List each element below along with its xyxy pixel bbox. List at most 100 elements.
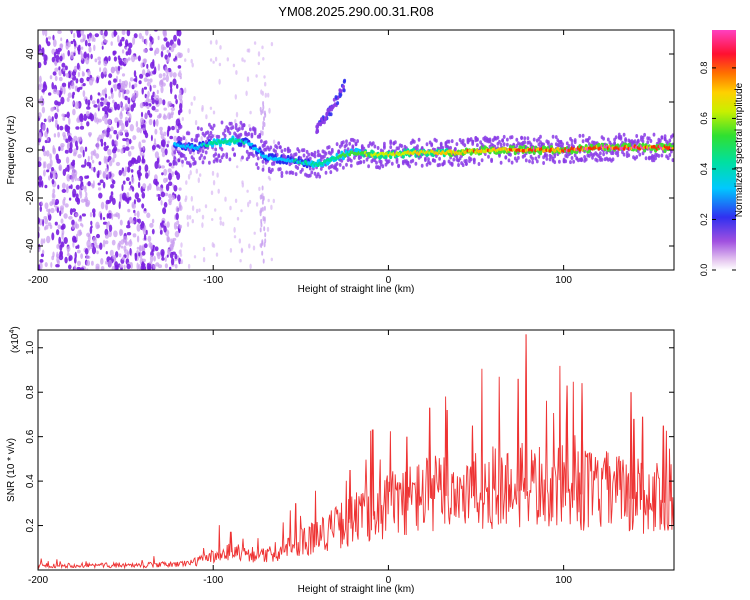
- noise-speckle: [158, 97, 163, 105]
- noise-speckle: [134, 192, 140, 200]
- noise-speckle: [60, 225, 65, 230]
- noise-speckle: [146, 78, 150, 82]
- spectral-cell: [316, 149, 320, 154]
- noise-speckle: [178, 93, 183, 101]
- noise-speckle: [78, 218, 83, 222]
- noise-speckle: [49, 75, 53, 80]
- noise-speckle: [105, 260, 108, 265]
- noise-speckle: [110, 126, 114, 132]
- noise-speckle: [187, 173, 191, 180]
- noise-speckle: [103, 105, 108, 113]
- noise-speckle: [84, 158, 87, 167]
- noise-speckle: [124, 129, 129, 133]
- spectral-cell: [517, 155, 520, 160]
- noise-speckle: [59, 205, 65, 211]
- noise-speckle: [151, 144, 156, 151]
- noise-speckle: [77, 71, 80, 78]
- noise-speckle: [106, 127, 111, 133]
- noise-speckle: [105, 251, 108, 255]
- spectral-cell: [256, 156, 260, 161]
- noise-speckle: [102, 239, 106, 248]
- noise-speckle: [133, 199, 136, 205]
- spectral-cell: [641, 151, 645, 156]
- noise-speckle: [58, 236, 62, 244]
- noise-speckle: [121, 30, 126, 36]
- spectral-cell: [666, 156, 670, 161]
- spectral-cell: [176, 129, 180, 134]
- noise-speckle: [51, 232, 55, 241]
- noise-speckle: [131, 84, 135, 90]
- noise-speckle: [87, 69, 91, 77]
- spectral-cell: [233, 152, 237, 157]
- noise-speckle: [117, 35, 120, 43]
- spectral-cell: [383, 144, 386, 149]
- noise-speckle: [58, 146, 61, 152]
- noise-speckle: [186, 214, 189, 220]
- noise-speckle: [91, 260, 94, 266]
- noise-speckle: [64, 65, 68, 71]
- noise-speckle: [117, 148, 120, 153]
- noise-speckle: [132, 135, 137, 141]
- spectral-cell: [342, 88, 346, 93]
- noise-speckle: [162, 77, 166, 81]
- noise-speckle: [113, 101, 118, 110]
- noise-speckle: [155, 94, 160, 101]
- noise-speckle: [145, 229, 148, 235]
- noise-speckle: [111, 212, 114, 221]
- noise-speckle: [84, 185, 87, 193]
- noise-speckle: [142, 146, 145, 151]
- noise-speckle: [41, 106, 46, 114]
- noise-speckle: [97, 182, 101, 186]
- noise-speckle: [79, 113, 83, 122]
- spectral-cell: [318, 174, 322, 179]
- spectral-cell: [461, 138, 465, 143]
- noise-speckle: [137, 155, 141, 164]
- noise-speckle: [166, 143, 169, 148]
- noise-speckle: [253, 231, 256, 235]
- noise-speckle: [59, 244, 63, 251]
- noise-speckle: [252, 245, 256, 251]
- noise-speckle: [195, 208, 199, 214]
- y-tick-label: -20: [25, 190, 36, 205]
- spectral-cell: [338, 162, 342, 167]
- noise-speckle: [153, 119, 156, 127]
- spectral-cell: [335, 167, 339, 172]
- noise-speckle: [258, 186, 261, 191]
- noise-speckle: [80, 222, 83, 227]
- noise-speckle: [122, 91, 125, 99]
- noise-speckle: [172, 104, 175, 108]
- spectral-cell: [660, 153, 664, 158]
- noise-speckle: [56, 107, 59, 112]
- noise-speckle: [59, 55, 63, 62]
- noise-speckle: [135, 93, 138, 99]
- spectral-cell: [260, 139, 263, 144]
- noise-speckle: [80, 267, 85, 270]
- spectral-cell: [450, 139, 454, 144]
- noise-speckle: [191, 219, 194, 224]
- noise-speckle: [47, 36, 52, 40]
- noise-speckle: [199, 173, 202, 177]
- noise-speckle: [51, 167, 54, 172]
- spectral-cell: [487, 154, 490, 159]
- spectral-cell: [401, 154, 405, 159]
- spectral-cell: [342, 79, 346, 84]
- spectral-cell: [570, 139, 574, 143]
- noise-speckle: [38, 217, 41, 225]
- noise-speckle: [168, 201, 172, 206]
- spectral-cell: [247, 155, 251, 159]
- spectral-cell: [373, 144, 377, 149]
- noise-speckle: [76, 249, 81, 254]
- colorbar-tick-label: 0.4: [699, 163, 709, 176]
- spectral-cell: [336, 101, 340, 106]
- noise-speckle: [160, 147, 165, 153]
- noise-speckle: [133, 78, 137, 82]
- noise-speckle: [141, 69, 146, 76]
- noise-speckle: [107, 80, 112, 86]
- spectral-cell: [324, 170, 328, 175]
- noise-speckle: [82, 90, 86, 98]
- noise-speckle: [113, 31, 118, 36]
- spectral-cell: [542, 142, 545, 147]
- noise-speckle: [172, 78, 177, 86]
- noise-speckle: [52, 173, 57, 179]
- noise-speckle: [122, 180, 126, 185]
